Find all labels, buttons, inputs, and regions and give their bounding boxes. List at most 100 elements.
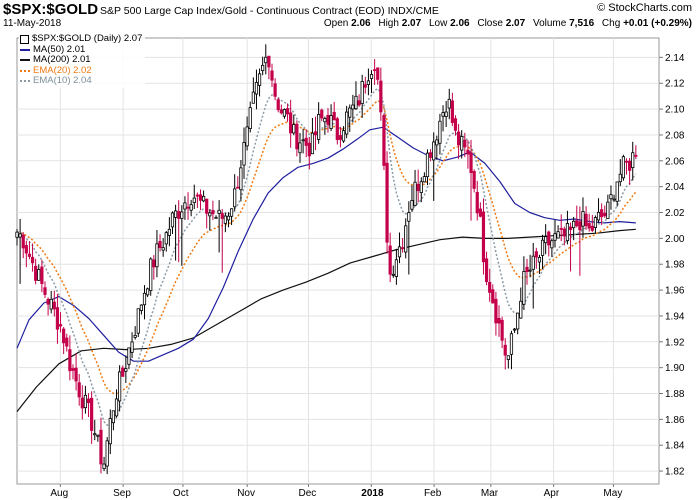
candle	[354, 81, 358, 110]
candle-body	[201, 195, 206, 202]
candle-body	[435, 139, 439, 146]
candle-body	[596, 211, 601, 221]
candle-body	[214, 216, 218, 219]
candle-body	[52, 301, 56, 310]
candle-body	[416, 183, 420, 192]
candle-body	[208, 212, 212, 217]
legend-label: MA(200) 2.01	[33, 54, 91, 65]
candle	[114, 389, 119, 418]
candle	[481, 198, 486, 275]
candle	[351, 94, 355, 123]
candle-body	[37, 269, 41, 281]
candle	[568, 222, 573, 272]
candle	[239, 160, 243, 202]
x-tick-label: Mar	[481, 488, 499, 499]
volume-label: Volume	[532, 18, 567, 29]
candle-body	[385, 162, 389, 243]
candle-body	[223, 215, 227, 224]
candle-body	[332, 111, 336, 121]
candle-body	[292, 124, 296, 134]
candle	[320, 108, 324, 122]
candle	[376, 67, 380, 85]
candle	[494, 291, 498, 336]
candle-body	[519, 300, 523, 319]
y-tick-label: 2.04	[665, 182, 685, 193]
candle-body	[394, 259, 398, 277]
candle-body	[242, 142, 246, 166]
candle-body	[161, 247, 165, 251]
candle	[366, 68, 371, 96]
candle-body	[369, 74, 374, 79]
candle	[432, 132, 436, 201]
candle	[295, 120, 299, 157]
candle-body	[593, 217, 598, 228]
candle-body	[108, 418, 112, 445]
candle-body	[338, 135, 343, 140]
candle-body	[512, 328, 517, 331]
plot-area	[16, 37, 660, 485]
candle	[139, 304, 143, 315]
candle	[161, 238, 165, 257]
candle	[170, 211, 175, 234]
candle	[40, 259, 44, 293]
brand-logo[interactable]: © StockCharts.com	[597, 2, 692, 14]
legend-swatch	[20, 59, 30, 62]
x-tick-label: Feb	[424, 488, 442, 499]
candle	[177, 200, 181, 263]
close-value: 2.07	[505, 18, 526, 29]
candle-body	[540, 239, 545, 256]
candle	[105, 437, 109, 475]
candle	[313, 116, 318, 151]
candle-body	[15, 231, 19, 238]
y-tick-label: 1.86	[665, 415, 685, 426]
candle-body	[422, 176, 426, 183]
candle-body	[233, 188, 237, 208]
candle-body	[618, 173, 622, 183]
candle-body	[335, 118, 339, 141]
candle	[525, 258, 529, 285]
candle	[289, 99, 293, 148]
candle	[90, 391, 94, 444]
candle-body	[320, 109, 324, 119]
candle	[189, 199, 193, 217]
candle	[379, 67, 383, 121]
candle-body	[211, 210, 215, 215]
candle-body	[475, 191, 479, 214]
candle-body	[450, 100, 454, 123]
candle-body	[606, 201, 610, 219]
chart-date: 11-May-2018	[3, 18, 62, 29]
candle	[345, 105, 349, 139]
x-tick-label: May	[603, 488, 622, 499]
candle-body	[307, 142, 311, 157]
candle	[329, 104, 333, 132]
candle-body	[460, 136, 464, 151]
candle-body	[236, 186, 240, 189]
candle-body	[180, 211, 184, 219]
candle	[382, 113, 386, 171]
candle	[522, 256, 526, 311]
legend-item: EMA(10) 2.04	[20, 75, 142, 87]
candle-body	[27, 253, 32, 257]
candle-body	[463, 139, 467, 148]
candle	[186, 192, 190, 220]
candle-body	[516, 312, 520, 330]
candle	[512, 327, 517, 333]
candle	[348, 104, 352, 132]
close-label: Close	[477, 18, 503, 29]
candle-body	[239, 167, 243, 191]
legend-item: MA(200) 2.01	[20, 54, 142, 66]
candle-body	[581, 211, 585, 227]
candle-body	[556, 231, 560, 239]
candle	[261, 56, 265, 76]
candle	[167, 217, 171, 247]
candle	[310, 117, 315, 155]
candle-body	[547, 231, 551, 246]
volume-value: 7,516	[569, 18, 595, 29]
candle	[435, 135, 439, 160]
candle-body	[304, 137, 308, 146]
candle-body	[264, 56, 268, 64]
candle-body	[603, 212, 607, 217]
candle	[497, 305, 501, 337]
candle	[146, 287, 150, 298]
